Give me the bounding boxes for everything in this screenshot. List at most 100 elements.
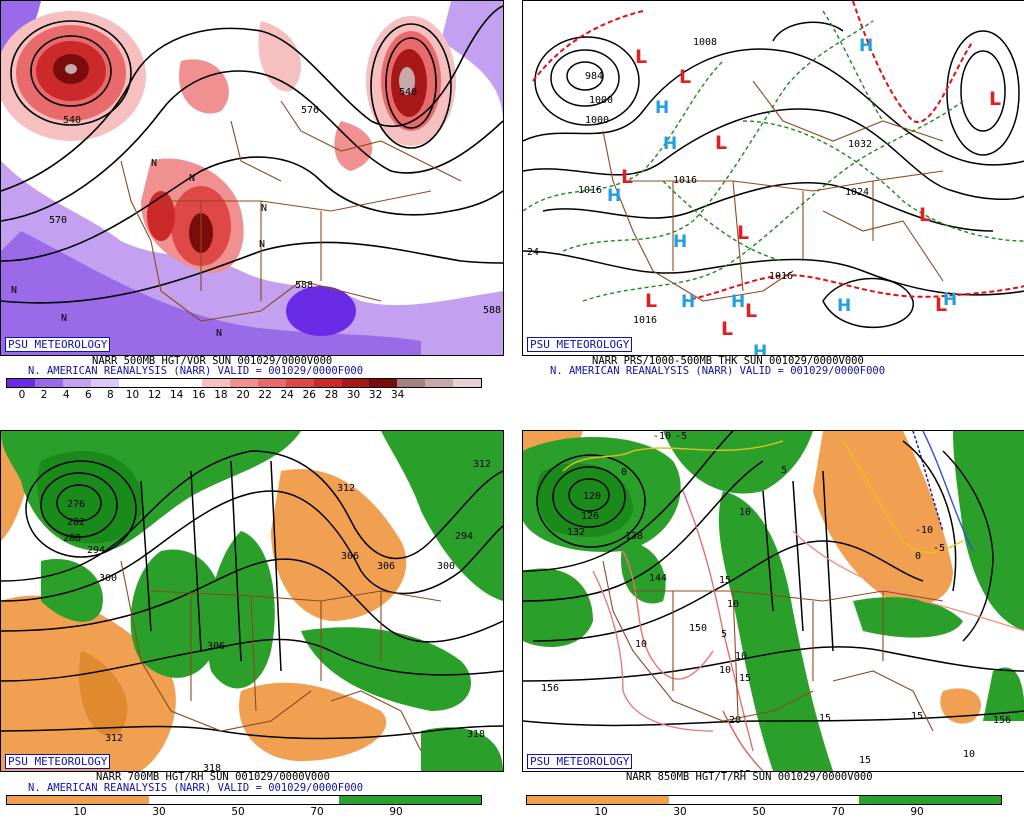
low-pressure-marker: L <box>737 222 749 244</box>
colorbar-segment <box>285 379 315 387</box>
temp-label: 5 <box>721 629 727 640</box>
contour-label: N <box>189 173 195 184</box>
contour-label: 1016 <box>633 315 657 326</box>
contour-label: 156 <box>541 683 559 694</box>
contour-label: 1016 <box>769 271 793 282</box>
colorbar-label: 50 <box>231 806 245 818</box>
temp-label: 0 <box>915 551 921 562</box>
contour-label: 300 <box>99 573 117 584</box>
colorbar-label: 8 <box>107 389 114 401</box>
contour-label: 540 <box>63 115 81 126</box>
temp-label: -5 <box>933 543 945 554</box>
colorbar-label: 30 <box>346 389 361 401</box>
contour-label: 1016 <box>673 175 697 186</box>
contour-label: 294 <box>87 545 105 556</box>
caption-850mb: NARR 850MB HGT/T/RH SUN 001029/0000V000 <box>626 771 873 783</box>
contour-label: 276 <box>67 499 85 510</box>
contour-label: 1032 <box>848 139 872 150</box>
high-pressure-marker: H <box>681 292 695 312</box>
high-pressure-marker: H <box>859 36 873 56</box>
contour-label: 300 <box>437 561 455 572</box>
low-pressure-marker: L <box>679 66 691 88</box>
temp-label: 10 <box>719 665 731 676</box>
contour-label: 24 <box>527 247 539 258</box>
colorbar-label: 30 <box>673 806 687 818</box>
colorbar-segment <box>202 379 231 387</box>
low-pressure-markers: L L L L L L L L L L L <box>621 46 1001 340</box>
low-pressure-marker: L <box>635 46 647 68</box>
colorbar-label: 32 <box>368 389 383 401</box>
high-pressure-marker: H <box>607 186 621 206</box>
colorbar-label: 10 <box>594 806 608 818</box>
temp-label: 10 <box>727 599 739 610</box>
temp-label: 15 <box>739 673 751 684</box>
rh-colorbar-850mb <box>526 795 1002 805</box>
low-pressure-marker: L <box>721 318 733 340</box>
colorbar-label: 26 <box>302 389 316 401</box>
high-pressure-marker: H <box>837 296 851 316</box>
high-pressure-marker: H <box>753 342 767 355</box>
colorbar-label: 16 <box>192 389 206 401</box>
caption-reanalysis-pressure: N. AMERICAN REANALYSIS (NARR) VALID = 00… <box>550 365 886 377</box>
height-temperature-labels: 120 126 132 138 144 150 156 156 -10 -5 5… <box>541 431 1011 771</box>
temp-label: 15 <box>859 755 871 766</box>
contour-label: 576 <box>301 105 319 116</box>
colorbar-label: 90 <box>389 806 403 818</box>
psu-meteorology-label: PSU METEOROLOGY <box>527 337 633 352</box>
colorbar-segment <box>146 379 175 387</box>
caption-pressure-thickness: NARR PRS/1000-500MB THK SUN 001029/0000V… <box>592 355 864 367</box>
contour-label: 570 <box>49 215 67 226</box>
panel-500mb-vorticity: 540 540 576 570 588 588 N N N N N N N PS… <box>0 0 504 356</box>
colorbar-segment <box>90 379 120 387</box>
colorbar-label: 6 <box>84 389 92 401</box>
colorbar-label: 18 <box>214 389 228 401</box>
low-pressure-marker: L <box>745 300 757 322</box>
contour-label: 1016 <box>578 185 602 196</box>
colorbar-label: 0 <box>18 389 26 401</box>
contour-label: 1008 <box>693 37 717 48</box>
colorbar-label: 24 <box>280 389 294 401</box>
temp-label: -5 <box>675 431 687 442</box>
low-pressure-marker: L <box>935 294 947 316</box>
colorbar-segment <box>230 379 259 387</box>
contour-label: 588 <box>483 305 501 316</box>
low-pressure-marker: L <box>989 88 1001 110</box>
contour-label: 1024 <box>845 187 869 198</box>
contour-label: 150 <box>689 623 707 634</box>
contour-label: 282 <box>67 517 85 528</box>
colorbar-segment <box>174 379 203 387</box>
panel-850mb-temperature-rh: 120 126 132 138 144 150 156 156 -10 -5 5… <box>522 430 1024 772</box>
colorbar-label: 4 <box>62 389 70 401</box>
low-pressure-marker: L <box>621 166 633 188</box>
contour-label: N <box>261 203 267 214</box>
high-pressure-marker: H <box>673 232 687 252</box>
high-pressure-marker: H <box>731 292 745 312</box>
temp-label: 10 <box>739 507 751 518</box>
psu-meteorology-label: PSU METEOROLOGY <box>5 337 111 352</box>
colorbar-segment <box>369 379 398 387</box>
height-contour-labels: 276 282 288 294 300 306 312 318 318 312 … <box>63 459 491 771</box>
contour-label: 318 <box>203 763 221 771</box>
colorbar-segment <box>425 379 454 387</box>
contour-label: N <box>259 239 265 250</box>
low-pressure-marker: L <box>715 132 727 154</box>
vort-contour-labels: 540 540 576 570 588 588 N N N N N N N <box>11 87 501 339</box>
temp-label: 0 <box>621 467 627 478</box>
colorbar-label: 30 <box>152 806 166 818</box>
colorbar-segment <box>341 379 370 387</box>
temp-label: 20 <box>729 715 741 726</box>
contour-label: 306 <box>341 551 359 562</box>
low-pressure-marker: L <box>919 204 931 226</box>
contour-label: 540 <box>399 87 417 98</box>
contour-label: 126 <box>581 511 599 522</box>
panel-pressure-thickness: 1008 1000 1016 1024 1032 1016 24 1016 98… <box>522 0 1024 356</box>
contour-label: 312 <box>105 733 123 744</box>
colorbar-segment <box>313 379 343 387</box>
isobar-labels: 1008 1000 1016 1024 1032 1016 24 1016 98… <box>527 37 872 326</box>
contour-label: 156 <box>993 715 1011 726</box>
colorbar-segment <box>62 379 92 387</box>
temp-label: -10 <box>915 525 933 536</box>
high-pressure-markers: H H H H H H H H H H <box>607 36 957 355</box>
contour-label: N <box>216 328 222 339</box>
colorbar-label: 10 <box>73 806 87 818</box>
